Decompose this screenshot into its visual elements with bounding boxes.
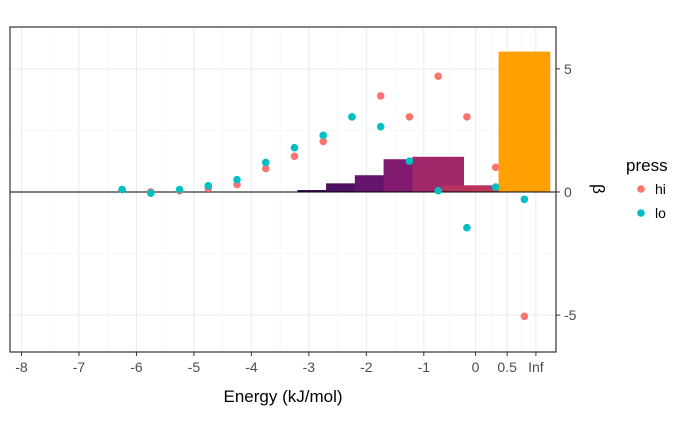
point-hi <box>376 92 385 100</box>
legend: press hi lo <box>626 156 668 221</box>
x-tick-label: -6 <box>130 359 143 375</box>
point-hi <box>463 113 471 121</box>
x-tick-label: -2 <box>360 359 373 375</box>
x-axis: -8 -7 -6 -5 -4 -3 -2 -1 0 0.5 Inf <box>15 352 544 375</box>
point-hi <box>261 164 270 173</box>
points <box>118 72 529 321</box>
y-tick-label: -5 <box>564 307 577 323</box>
panel-border <box>9 26 557 353</box>
y-axis: -5 0 5 <box>556 61 577 323</box>
x-tick-label: -7 <box>73 359 86 375</box>
bar <box>297 189 350 192</box>
point-lo <box>261 158 270 167</box>
bars <box>297 51 551 192</box>
point-hi <box>290 152 299 161</box>
point-hi <box>319 137 328 146</box>
point-lo <box>348 113 356 121</box>
x-tick-label: -4 <box>245 359 258 375</box>
legend-key-lo <box>637 209 645 217</box>
x-axis-title: Energy (kJ/mol) <box>223 387 342 406</box>
y-axis-title: β <box>589 184 608 194</box>
point-lo <box>434 186 442 195</box>
point-lo <box>233 175 241 184</box>
point-lo <box>175 185 184 194</box>
legend-label-lo: lo <box>655 205 666 221</box>
point-lo <box>290 143 299 152</box>
point-lo <box>147 189 155 197</box>
bar <box>498 51 551 192</box>
point-lo <box>118 185 126 194</box>
point-lo <box>463 223 471 232</box>
legend-title: press <box>626 156 668 175</box>
x-tick-label: 0.5 <box>497 359 517 375</box>
x-tick-label: -8 <box>15 359 28 375</box>
x-tick-label: -5 <box>188 359 201 375</box>
point-lo <box>491 183 500 191</box>
legend-label-hi: hi <box>655 181 666 197</box>
point-lo <box>376 122 385 131</box>
y-tick-label: 5 <box>564 61 572 77</box>
bar <box>469 189 522 192</box>
y-tick-label: 0 <box>564 184 572 200</box>
point-hi <box>434 72 442 81</box>
point-lo <box>204 182 213 190</box>
legend-key-hi <box>637 185 645 193</box>
x-tick-label: -1 <box>418 359 431 375</box>
point-lo <box>405 157 414 165</box>
bar <box>326 183 378 192</box>
point-hi <box>520 312 529 321</box>
x-tick-label: -3 <box>303 359 316 375</box>
point-lo <box>520 195 529 204</box>
point-hi <box>405 113 414 121</box>
bar <box>441 185 493 192</box>
point-lo <box>319 131 328 140</box>
x-tick-label: 0 <box>472 359 480 375</box>
point-hi <box>491 163 500 172</box>
x-tick-label: Inf <box>528 359 544 375</box>
